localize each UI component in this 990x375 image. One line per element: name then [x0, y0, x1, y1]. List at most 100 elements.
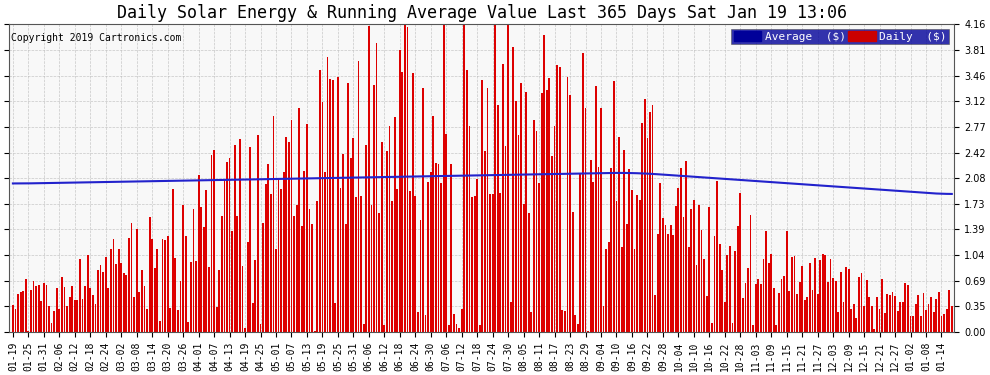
Bar: [675, 206, 677, 332]
Bar: [701, 230, 703, 332]
Bar: [605, 249, 607, 332]
Bar: [15, 309, 17, 332]
Bar: [762, 259, 764, 332]
Bar: [812, 290, 814, 332]
Bar: [383, 325, 385, 332]
Bar: [105, 257, 107, 332]
Bar: [352, 138, 354, 332]
Bar: [272, 116, 274, 332]
Bar: [558, 66, 560, 332]
Bar: [910, 316, 912, 332]
Bar: [337, 76, 339, 332]
Bar: [814, 258, 816, 332]
Bar: [438, 164, 440, 332]
Bar: [654, 296, 656, 332]
Bar: [33, 281, 35, 332]
Bar: [476, 179, 478, 332]
Bar: [791, 257, 793, 332]
Bar: [473, 196, 475, 332]
Bar: [600, 108, 602, 332]
Bar: [714, 236, 716, 332]
Bar: [262, 224, 264, 332]
Bar: [664, 225, 666, 332]
Bar: [897, 311, 899, 332]
Bar: [830, 259, 832, 332]
Bar: [92, 295, 94, 332]
Bar: [290, 120, 292, 332]
Bar: [649, 112, 650, 332]
Bar: [110, 249, 112, 332]
Bar: [698, 206, 700, 332]
Bar: [667, 234, 669, 332]
Bar: [345, 224, 346, 332]
Bar: [76, 300, 78, 332]
Bar: [159, 321, 160, 332]
Bar: [778, 293, 780, 332]
Bar: [492, 194, 494, 332]
Bar: [884, 313, 886, 332]
Bar: [936, 298, 938, 332]
Bar: [611, 168, 612, 332]
Bar: [871, 306, 873, 332]
Bar: [618, 136, 620, 332]
Bar: [907, 285, 909, 332]
Bar: [63, 287, 65, 332]
Bar: [415, 196, 416, 332]
Bar: [360, 196, 362, 332]
Bar: [940, 316, 942, 332]
Bar: [433, 116, 435, 332]
Bar: [879, 309, 880, 332]
Bar: [327, 57, 329, 332]
Bar: [569, 95, 571, 332]
Bar: [38, 285, 40, 332]
Bar: [760, 284, 762, 332]
Bar: [807, 297, 808, 332]
Bar: [494, 24, 496, 332]
Bar: [455, 324, 457, 332]
Bar: [12, 305, 14, 332]
Bar: [840, 272, 842, 332]
Bar: [422, 88, 424, 332]
Bar: [200, 207, 202, 332]
Bar: [827, 282, 829, 332]
Bar: [510, 302, 512, 332]
Bar: [147, 309, 148, 332]
Bar: [677, 188, 679, 332]
Bar: [340, 188, 342, 332]
Bar: [407, 27, 409, 332]
Bar: [637, 195, 638, 332]
Bar: [36, 286, 37, 332]
Bar: [842, 302, 844, 332]
Bar: [752, 325, 754, 332]
Bar: [574, 315, 576, 332]
Bar: [634, 249, 636, 332]
Bar: [796, 294, 798, 332]
Bar: [585, 108, 586, 332]
Bar: [711, 323, 713, 332]
Bar: [378, 213, 380, 332]
Bar: [453, 314, 454, 332]
Bar: [208, 267, 210, 332]
Bar: [68, 297, 70, 332]
Bar: [319, 70, 321, 332]
Bar: [317, 201, 318, 332]
Bar: [460, 309, 462, 332]
Bar: [247, 242, 248, 332]
Bar: [187, 322, 189, 332]
Bar: [136, 229, 138, 332]
Bar: [703, 259, 705, 332]
Bar: [139, 292, 141, 332]
Bar: [545, 90, 547, 332]
Bar: [192, 209, 194, 332]
Bar: [656, 234, 658, 332]
Bar: [446, 134, 447, 332]
Bar: [528, 213, 530, 332]
Bar: [306, 124, 308, 332]
Bar: [788, 291, 790, 332]
Bar: [801, 266, 803, 332]
Bar: [523, 204, 525, 332]
Bar: [17, 294, 19, 332]
Bar: [629, 169, 631, 332]
Bar: [920, 315, 922, 332]
Bar: [164, 240, 166, 332]
